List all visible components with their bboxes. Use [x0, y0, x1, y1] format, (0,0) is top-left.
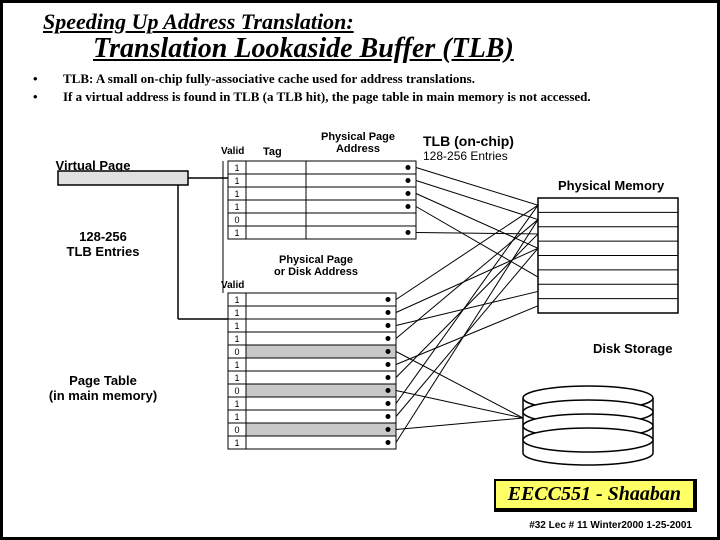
- svg-text:1: 1: [234, 399, 239, 409]
- svg-text:1: 1: [234, 321, 239, 331]
- svg-text:0: 0: [234, 215, 239, 225]
- svg-text:1: 1: [234, 228, 239, 238]
- svg-text:1: 1: [234, 412, 239, 422]
- svg-text:1: 1: [234, 189, 239, 199]
- svg-text:1: 1: [234, 373, 239, 383]
- svg-text:0: 0: [234, 425, 239, 435]
- svg-text:1: 1: [234, 176, 239, 186]
- footer-meta: #32 Lec # 11 Winter2000 1-25-2001: [529, 520, 692, 531]
- svg-text:1: 1: [234, 163, 239, 173]
- svg-text:0: 0: [234, 386, 239, 396]
- svg-text:1: 1: [234, 295, 239, 305]
- svg-text:1: 1: [234, 360, 239, 370]
- slide: Speeding Up Address Translation: Transla…: [0, 0, 720, 540]
- svg-text:0: 0: [234, 347, 239, 357]
- svg-text:1: 1: [234, 334, 239, 344]
- svg-text:1: 1: [234, 438, 239, 448]
- svg-text:1: 1: [234, 202, 239, 212]
- svg-text:1: 1: [234, 308, 239, 318]
- footer-course-box: EECC551 - Shaaban: [494, 479, 697, 512]
- diagram-svg: 1 1 1 1 0 1 1 1 1 1 0 1 1 0 1 1 0 1: [3, 3, 717, 537]
